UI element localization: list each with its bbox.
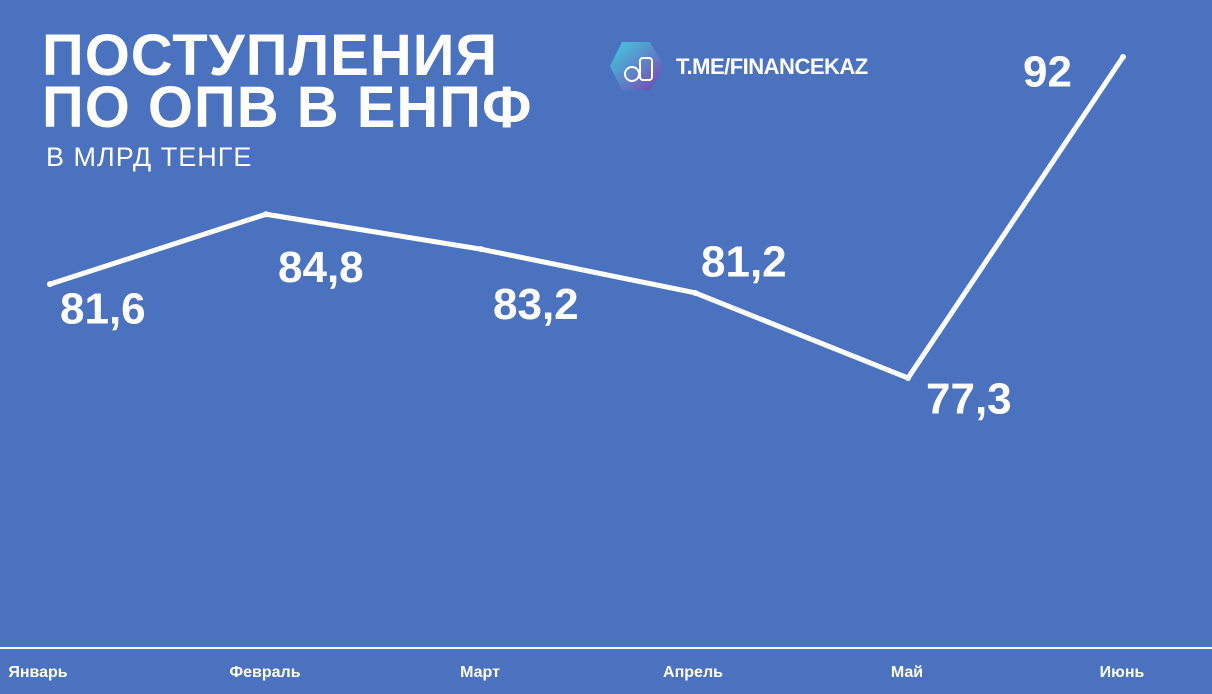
point — [47, 281, 53, 288]
point — [905, 375, 911, 381]
value-label: 77,3 — [926, 375, 1012, 424]
value-label: 84,8 — [278, 243, 364, 292]
point — [478, 246, 484, 253]
value-label: 81,6 — [60, 285, 146, 334]
x-tick-label: Май — [891, 664, 923, 681]
x-tick-label: Февраль — [229, 664, 300, 681]
point — [692, 289, 698, 296]
x-tick-label: Апрель — [663, 664, 723, 681]
source-label: T.ME/FINANCEKAZ — [676, 54, 868, 79]
point — [1120, 54, 1126, 60]
chart-title: ПОСТУПЛЕНИЯ ПО ОПВ В ЕНПФ — [42, 23, 533, 140]
chart-subtitle: В МЛРД ТЕНГЕ — [46, 142, 253, 172]
logo-icon — [610, 42, 664, 90]
value-label: 81,2 — [701, 237, 787, 286]
value-label: 92 — [1023, 48, 1072, 97]
point — [263, 211, 269, 218]
x-tick-label: Июнь — [1100, 664, 1145, 681]
value-label: 83,2 — [493, 280, 579, 329]
x-tick-label: Март — [460, 664, 500, 681]
x-tick-label: Январь — [8, 664, 67, 681]
line — [49, 55, 1126, 382]
